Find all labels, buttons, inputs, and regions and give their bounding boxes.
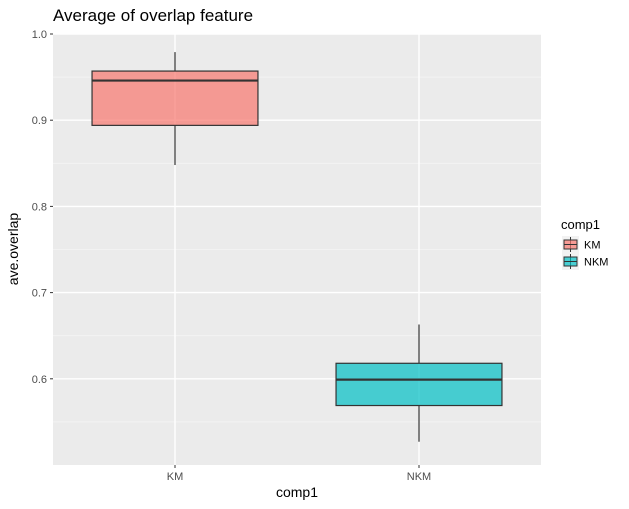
y-axis-ticks: 0.6 0.7 0.8 0.9 1.0 <box>32 29 53 386</box>
legend: comp1 KM NKM <box>561 217 608 270</box>
x-axis-ticks: KM NKM <box>167 465 431 483</box>
x-tick-label: NKM <box>407 471 431 483</box>
boxes <box>91 52 503 442</box>
legend-label: KM <box>584 240 601 252</box>
x-tick-label: KM <box>167 471 184 483</box>
box-km <box>91 52 259 166</box>
y-tick-label: 1.0 <box>32 29 47 41</box>
y-tick-label: 0.6 <box>32 374 47 386</box>
box-body <box>91 70 259 126</box>
legend-title: comp1 <box>561 217 600 232</box>
legend-key-nkm: NKM <box>562 253 608 270</box>
legend-key-km: KM <box>562 236 601 253</box>
y-tick-label: 0.7 <box>32 288 47 300</box>
y-tick-label: 0.9 <box>32 115 47 127</box>
x-axis-title: comp1 <box>276 484 318 500</box>
y-axis-title: ave.overlap <box>5 213 21 286</box>
legend-label: NKM <box>584 257 608 269</box>
box-nkm <box>335 324 503 442</box>
y-tick-label: 0.8 <box>32 201 47 213</box>
box-body <box>335 362 503 407</box>
chart-title: Average of overlap feature <box>53 6 253 25</box>
